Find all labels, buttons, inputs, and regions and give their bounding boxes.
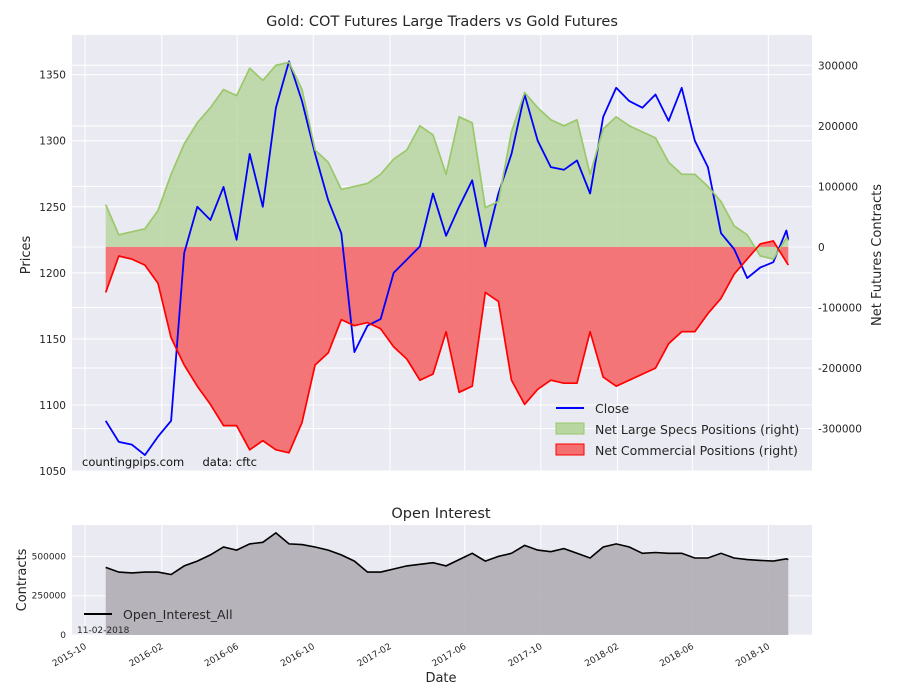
oi-series-fill [105, 532, 789, 635]
right-tick-label: -300000 [818, 424, 862, 436]
date-tick-label: 2016-10 [279, 642, 317, 670]
date-tick-label: 2017-06 [431, 642, 469, 670]
date-tick-label: 2016-02 [128, 642, 166, 669]
main-left-axis-label: Prices [19, 236, 34, 275]
main-series-lines [104, 60, 790, 456]
date-tick-label: 2018-06 [658, 642, 696, 670]
report-date-annotation: 11-02-2018 [77, 626, 130, 636]
source-annotation: countingpips.com data: cftc [82, 455, 257, 469]
main-legend: Close Net Large Specs Positions (right) … [555, 401, 799, 458]
right-tick-label: -200000 [818, 363, 862, 375]
right-tick-label: -100000 [818, 303, 862, 315]
left-tick-label: 1300 [39, 136, 66, 148]
oi-chart-title: Open Interest [391, 506, 491, 522]
oi-tick-labels: 0 250000 500000 [32, 552, 67, 641]
main-series-fills [105, 62, 789, 453]
oi-axis-label: Contracts [15, 548, 30, 611]
legend-label-close: Close [595, 401, 629, 416]
date-tick-label: 2017-02 [356, 642, 394, 669]
oi-tick-label: 0 [60, 631, 66, 641]
series-fill-commercial [105, 240, 789, 453]
date-tick-label: 2017-10 [507, 642, 545, 670]
legend-swatch-commercial [555, 443, 585, 456]
left-tick-label: 1150 [39, 334, 66, 346]
right-tick-label: 200000 [818, 121, 858, 133]
main-left-tick-labels: 1050 1100 1150 1200 1250 1300 1350 [39, 70, 66, 478]
right-tick-label: 0 [818, 242, 825, 254]
left-tick-label: 1050 [39, 466, 66, 478]
date-axis-label: Date [425, 671, 456, 686]
left-tick-label: 1350 [39, 70, 66, 82]
series-line-large-specs [104, 61, 790, 260]
oi-series-line [105, 531, 789, 576]
date-tick-label: 2018-02 [583, 642, 621, 669]
legend-label-commercial: Net Commercial Positions (right) [595, 443, 798, 458]
main-right-tick-labels: -300000 -200000 -100000 0 100000 200000 300000 [818, 60, 862, 435]
legend-swatch-large-specs [555, 422, 585, 435]
left-tick-label: 1200 [39, 268, 66, 280]
series-fill-large-specs [105, 62, 789, 260]
main-chart-title: Gold: COT Futures Large Traders vs Gold … [266, 14, 618, 30]
legend-label-large-specs: Net Large Specs Positions (right) [595, 422, 799, 437]
series-line-commercial [104, 240, 790, 454]
oi-area-fill [105, 532, 789, 635]
oi-tick-label: 250000 [32, 592, 67, 602]
date-tick-label: 2015-10 [51, 642, 89, 670]
left-tick-label: 1250 [39, 202, 66, 214]
date-tick-label: 2018-10 [734, 642, 772, 670]
oi-legend: Open_Interest_All [84, 607, 233, 622]
left-tick-label: 1100 [39, 400, 66, 412]
main-right-axis-label: Net Futures Contracts [870, 184, 885, 326]
legend-label-open-interest: Open_Interest_All [123, 607, 233, 622]
right-tick-label: 300000 [818, 60, 858, 72]
open-interest-chart: 0 250000 500000 2015-10 2016-02 2016-06 2016-… [15, 506, 812, 686]
date-tick-label: 2016-06 [203, 642, 241, 670]
right-tick-label: 100000 [818, 181, 858, 193]
date-tick-labels: 2015-10 2016-02 2016-06 2016-10 2017-02 2017-… [51, 642, 772, 670]
series-line-close [104, 60, 790, 456]
main-chart: 1050 1100 1150 1200 1250 1300 1350 -300000 -200… [19, 14, 885, 478]
oi-tick-label: 500000 [32, 552, 67, 562]
oi-line [105, 531, 789, 576]
